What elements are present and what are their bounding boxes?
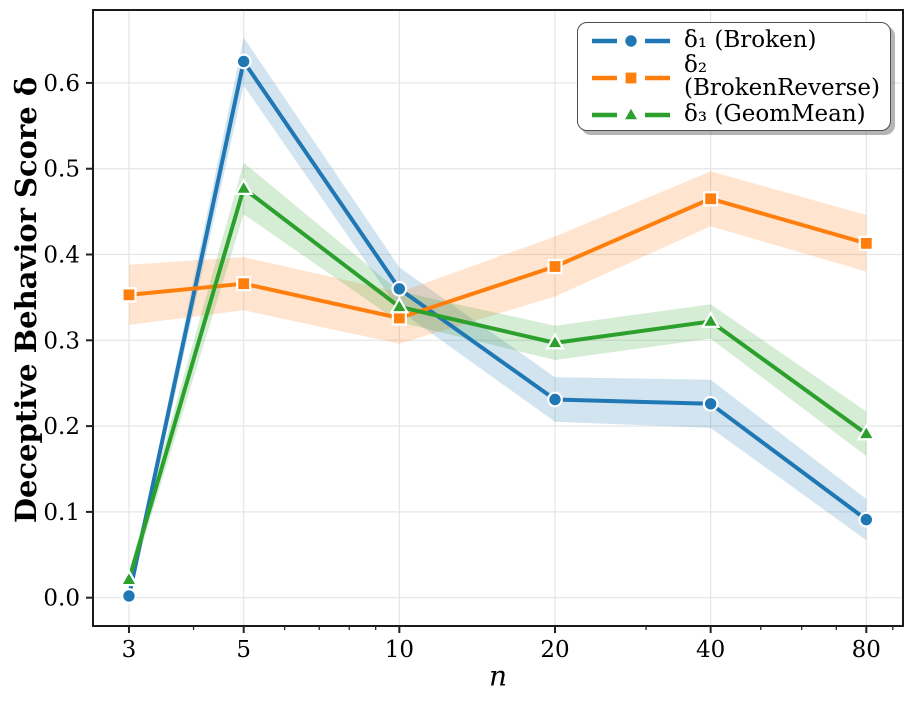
data-point-marker-s1-n10: [391, 310, 407, 326]
x-tick-label: 5: [236, 637, 251, 663]
data-point-marker-s0-n5: [235, 53, 252, 70]
x-tick-label: 20: [540, 637, 569, 663]
series-line-2: [126, 186, 869, 582]
y-tick-label: 0.0: [43, 586, 80, 612]
legend-marker: [621, 104, 641, 122]
confidence-band-0: [128, 37, 867, 602]
x-tick-label: 80: [852, 637, 881, 663]
x-tick-label: 3: [122, 637, 137, 663]
data-point-marker-s1-n80: [858, 235, 874, 251]
y-tick-label: 0.2: [43, 414, 80, 440]
series-line-0: [126, 59, 869, 598]
data-point-marker-s0-n40: [702, 395, 719, 412]
legend-marker: [623, 70, 639, 86]
data-point-marker-s0-n80: [858, 511, 875, 528]
series-line-1: [126, 196, 869, 320]
data-point-marker-s1-n20: [547, 258, 563, 275]
data-point-marker-s2-n20: [545, 332, 565, 350]
axes-frame: [92, 9, 904, 627]
legend-item-delta2: δ₂ (BrokenReverse): [590, 54, 882, 102]
data-point-marker-s1-n40: [703, 191, 719, 207]
data-point-marker-s0-n10: [391, 280, 408, 297]
legend-sample-circle-icon: [592, 33, 670, 49]
data-point-marker-s2-n40: [700, 310, 721, 328]
legend-sample-triangle-icon: [592, 104, 670, 122]
legend-marker: [623, 33, 639, 49]
legend-item-label: δ₃ (GeomMean): [684, 100, 866, 127]
y-tick-label: 0.6: [43, 71, 80, 97]
y-axis-label: Deceptive Behavior Score δ: [9, 76, 43, 524]
legend-item-delta3: δ₃ (GeomMean): [590, 102, 882, 128]
data-point-marker-s2-n3: [119, 569, 139, 587]
y-tick-label: 0.4: [43, 243, 80, 269]
data-point-marker-s2-n10: [389, 296, 410, 314]
data-point-marker-s1-n3: [121, 287, 137, 303]
x-tick-label: 10: [385, 637, 414, 663]
y-tick-label: 0.1: [43, 500, 80, 526]
data-point-marker-s2-n5: [233, 177, 254, 195]
legend-item-label: δ₁ (Broken): [684, 26, 817, 53]
legend: δ₁ (Broken) δ₂ (BrokenReverse) δ₃ (GeomM…: [577, 22, 891, 131]
data-point-marker-s1-n5: [236, 276, 252, 292]
data-point-marker-s0-n20: [547, 391, 563, 408]
legend-sample-square-icon: [592, 70, 670, 86]
x-axis-label: n: [488, 659, 508, 693]
x-tick-label: 40: [696, 637, 725, 663]
y-tick-label: 0.5: [43, 157, 80, 183]
legend-item-delta1: δ₁ (Broken): [590, 28, 882, 54]
data-point-marker-s2-n80: [856, 423, 877, 441]
legend-item-label: δ₂ (BrokenReverse): [684, 52, 880, 101]
data-point-marker-s0-n3: [121, 588, 137, 604]
y-tick-label: 0.3: [43, 328, 80, 354]
